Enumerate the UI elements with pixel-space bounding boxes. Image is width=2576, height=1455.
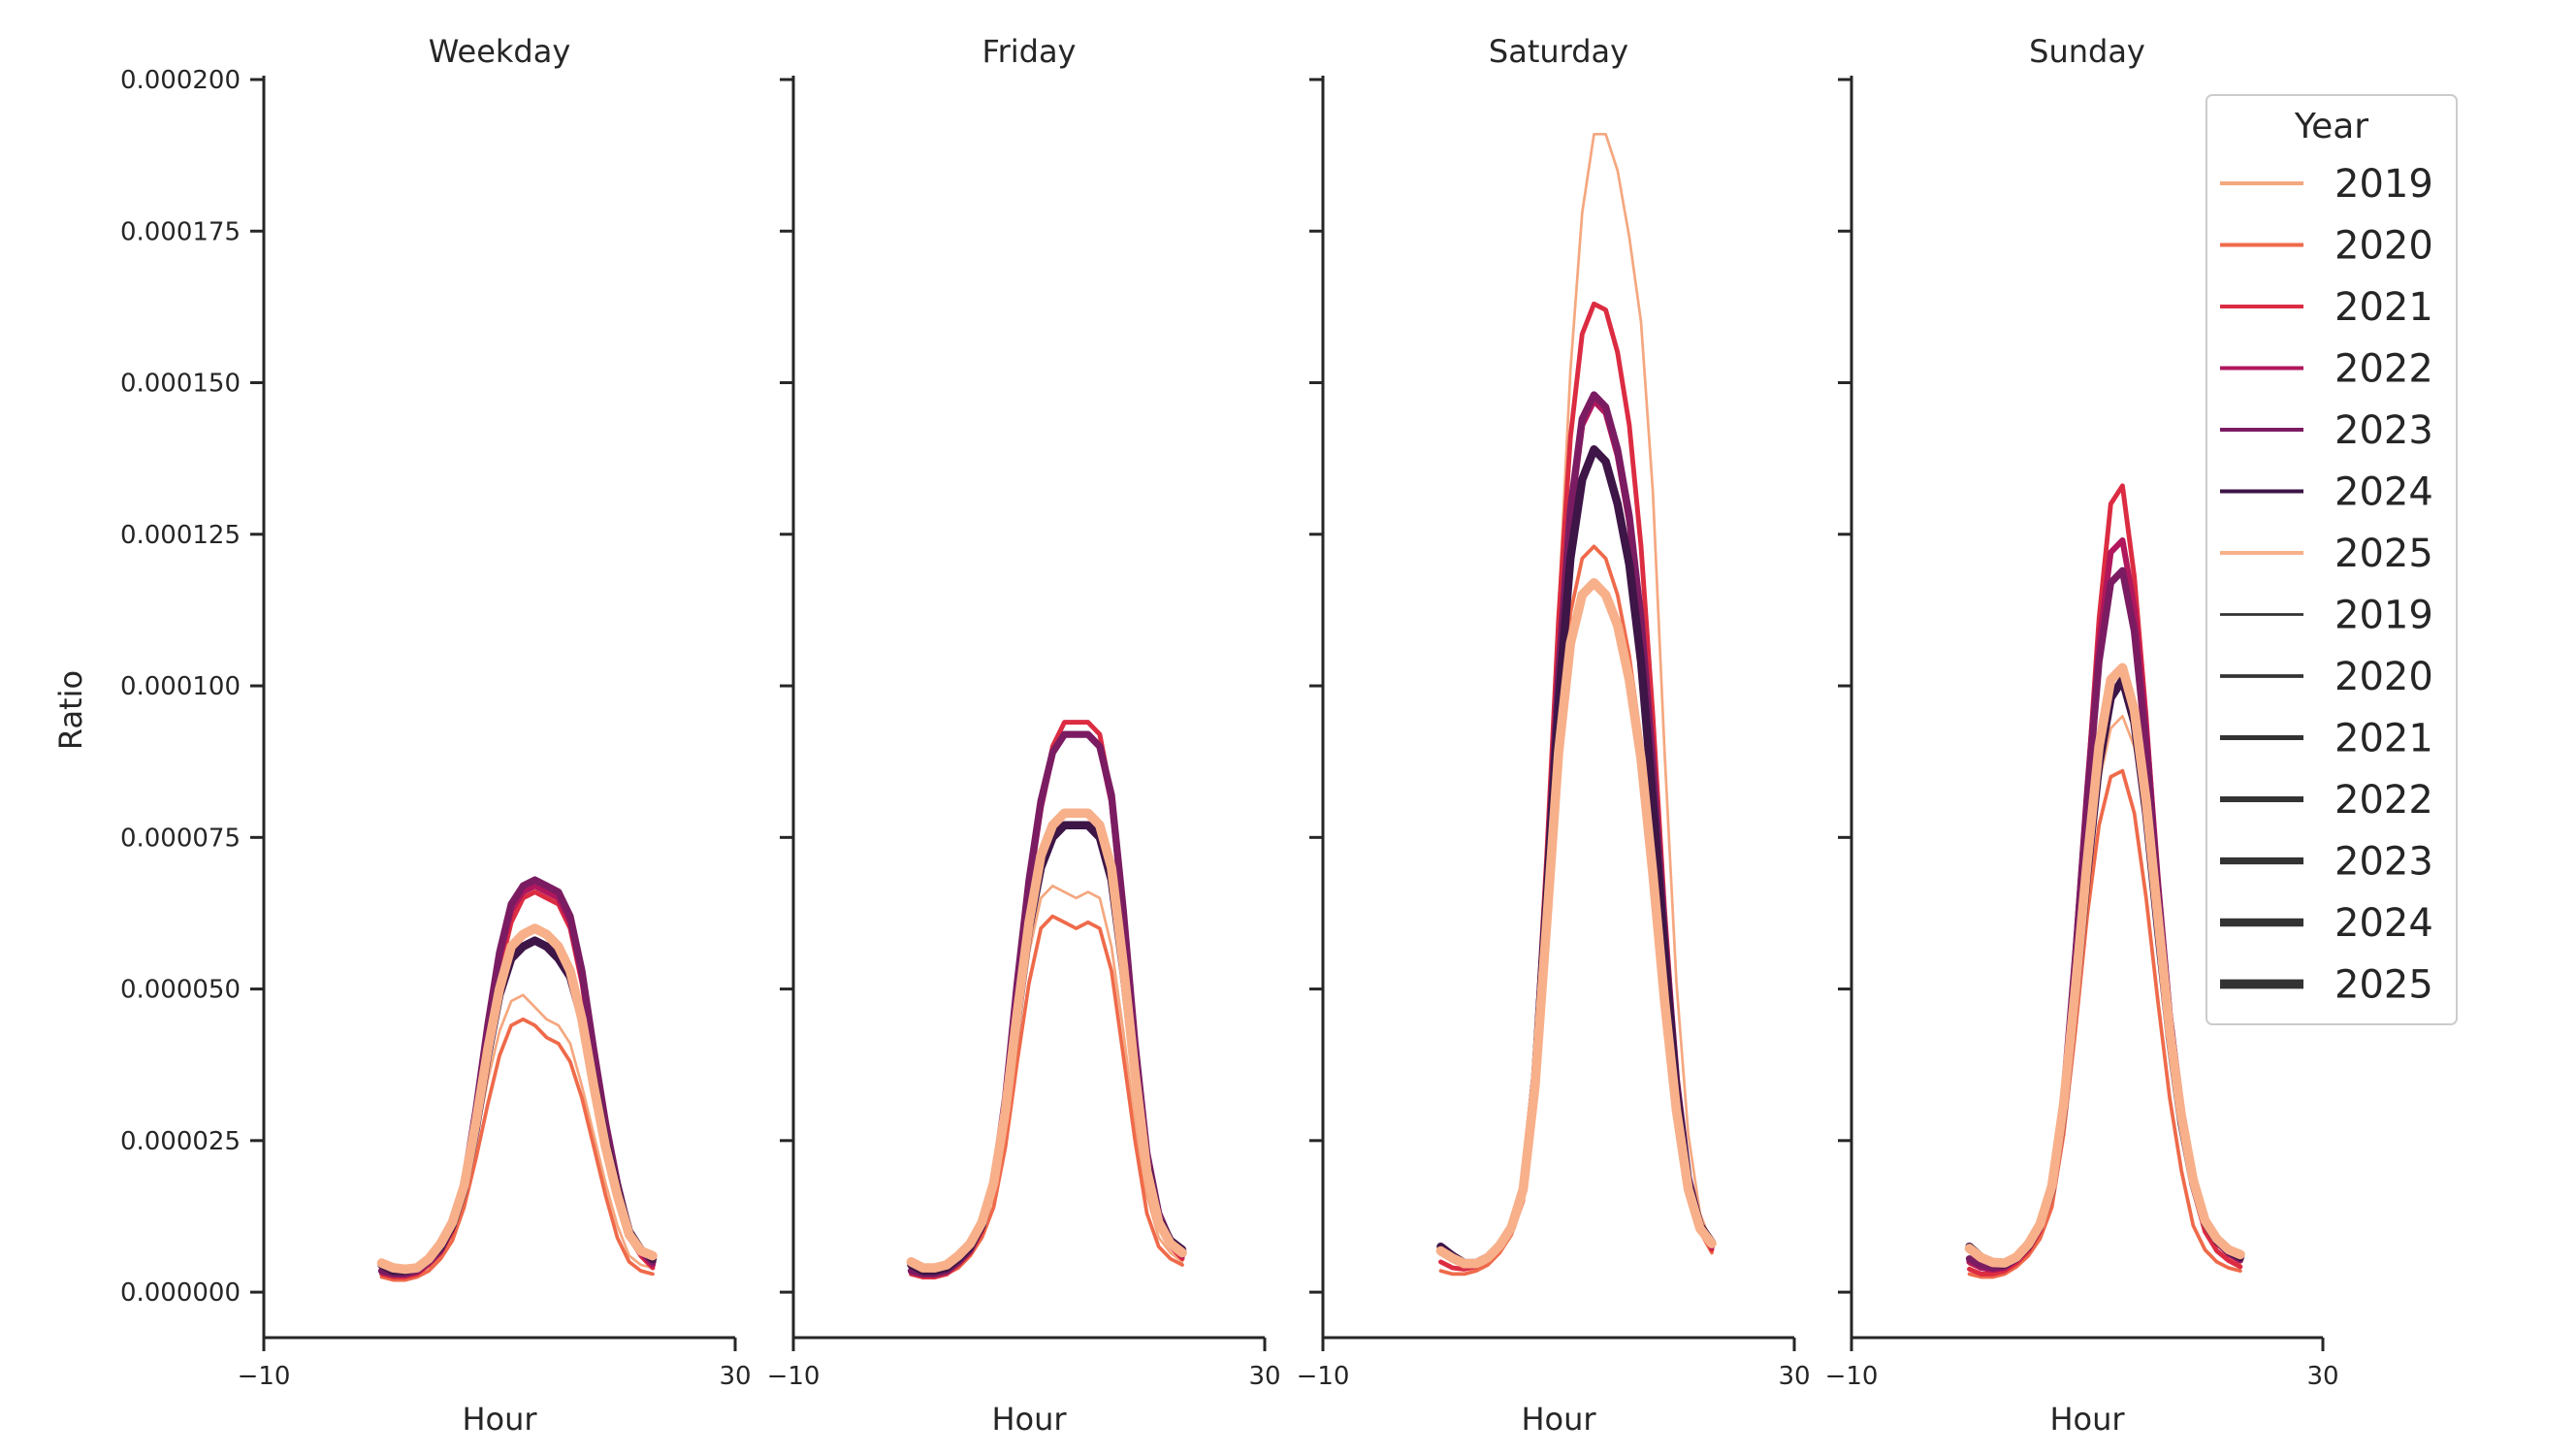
y-tick-label: 0.000200 — [120, 66, 241, 95]
series-line-2025 — [906, 808, 1187, 1273]
y-tick-label: 0.000100 — [120, 672, 241, 701]
legend-label: 2024 — [2334, 470, 2433, 515]
x-axis-title: Hour — [991, 1401, 1067, 1438]
chart-panels: Weekday 0.000000 0.000025 0.000050 0.000075 0… — [120, 33, 2339, 1438]
x-tick-label: 30 — [1778, 1362, 1810, 1391]
y-tick-label: 0.000000 — [120, 1278, 241, 1308]
panel-weekday: Weekday 0.000000 0.000025 0.000050 0.000075 0… — [120, 33, 752, 1438]
y-tick-label: 0.000175 — [120, 217, 241, 246]
legend-label: 2020 — [2334, 224, 2433, 269]
legend-label: 2019 — [2334, 162, 2433, 207]
series-line-2023 — [1965, 566, 2244, 1272]
x-axis-title: Hour — [462, 1401, 537, 1438]
series-line-2024 — [1965, 675, 2245, 1269]
legend-label: 2023 — [2334, 408, 2433, 453]
series-line-2023 — [907, 730, 1186, 1278]
panel-title: Friday — [982, 33, 1077, 70]
series-line-2019 — [380, 993, 655, 1273]
legend-label: 2020 — [2334, 655, 2433, 699]
legend-label: 2023 — [2334, 840, 2433, 885]
series-line-2020 — [1438, 544, 1714, 1277]
x-tick-label: 30 — [719, 1362, 751, 1391]
panel-friday: Friday −10 30 Hour — [767, 33, 1281, 1438]
series-line-2022 — [908, 731, 1186, 1277]
legend-label: 2025 — [2334, 963, 2433, 1008]
y-tick-label: 0.000075 — [120, 824, 241, 853]
series-line-2022 — [1966, 536, 2243, 1274]
legend-label: 2022 — [2334, 347, 2433, 392]
x-tick-label: −10 — [1825, 1362, 1879, 1391]
x-axis-title: Hour — [2049, 1401, 2125, 1438]
series-line-2025 — [1964, 663, 2245, 1268]
legend-label: 2025 — [2334, 532, 2433, 576]
x-tick-label: 30 — [2306, 1362, 2338, 1391]
y-tick-label: 0.000150 — [120, 370, 241, 399]
series-line-2020 — [379, 1017, 655, 1282]
x-axis-title: Hour — [1521, 1401, 1596, 1438]
legend-label: 2021 — [2334, 717, 2433, 761]
legend-label: 2024 — [2334, 901, 2433, 946]
panel-sunday: Sunday −10 30 Hour — [1825, 33, 2339, 1438]
y-tick-label: 0.000050 — [120, 976, 241, 1005]
panel-title: Weekday — [429, 33, 571, 70]
x-tick-label: −10 — [767, 1362, 821, 1391]
legend: Year 2019 2020 2021 2022 2023 2024 2025 2019 2020… — [2206, 94, 2458, 1025]
panel-title: Saturday — [1489, 33, 1628, 70]
series-line-2021 — [909, 720, 1185, 1279]
y-tick-label: 0.000025 — [120, 1127, 241, 1156]
legend-label: 2019 — [2334, 594, 2433, 638]
legend-frame — [2206, 94, 2458, 1025]
series-line-2020 — [1967, 768, 2242, 1279]
panel-saturday: Saturday −10 30 Hour — [1297, 33, 1811, 1438]
y-axis-title: Ratio — [52, 670, 89, 750]
y-tick-label: 0.000125 — [120, 521, 241, 550]
series-line-2025 — [1435, 577, 1717, 1269]
legend-label: 2021 — [2334, 285, 2433, 330]
panel-title: Sunday — [2029, 33, 2145, 70]
legend-title: Year — [2294, 107, 2368, 146]
x-tick-label: −10 — [1297, 1362, 1350, 1391]
series-line-2025 — [376, 923, 658, 1275]
x-tick-label: 30 — [1248, 1362, 1280, 1391]
legend-label: 2022 — [2334, 778, 2433, 823]
x-tick-label: −10 — [238, 1362, 291, 1391]
